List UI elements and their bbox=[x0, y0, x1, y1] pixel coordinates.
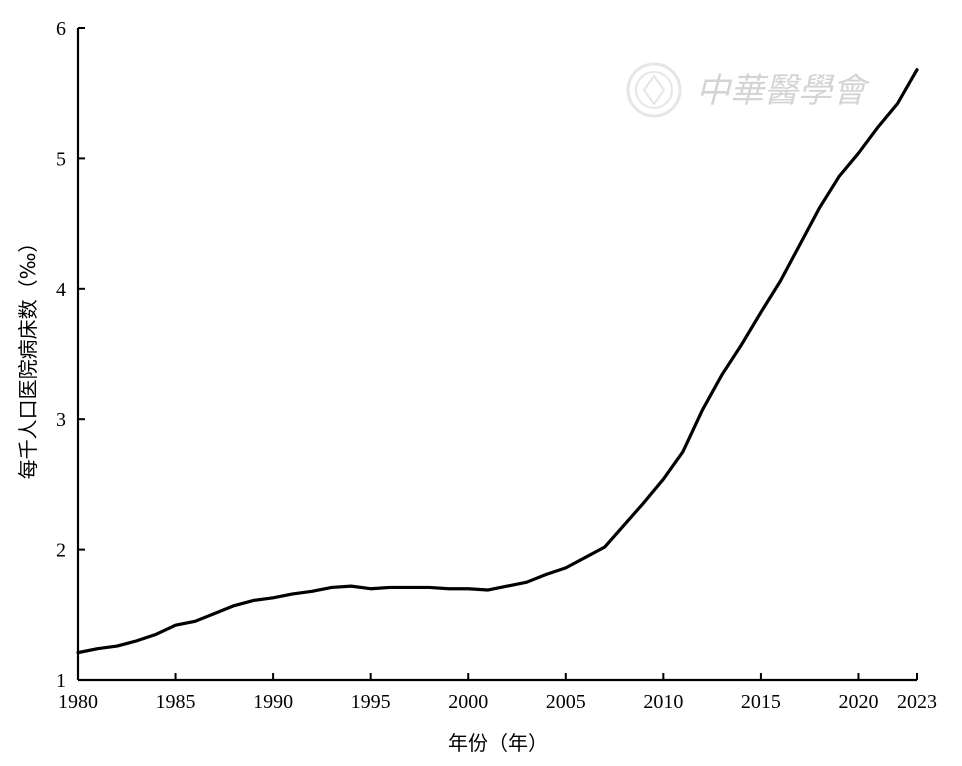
x-tick-label: 2023 bbox=[897, 691, 937, 713]
data-point bbox=[232, 604, 236, 608]
data-points bbox=[76, 68, 919, 655]
data-point bbox=[408, 586, 412, 589]
y-tick-label: 3 bbox=[56, 409, 66, 431]
data-point bbox=[779, 279, 782, 283]
x-tick-label: 2020 bbox=[838, 691, 878, 713]
x-tick-label: 1980 bbox=[58, 691, 98, 713]
x-tick-label: 1985 bbox=[156, 691, 196, 713]
data-point bbox=[544, 572, 548, 576]
data-point bbox=[622, 523, 626, 527]
series-line bbox=[76, 68, 919, 655]
data-point bbox=[310, 589, 314, 593]
data-point bbox=[193, 619, 197, 623]
data-point bbox=[349, 584, 353, 588]
tick-group: 1980 1985 1990 1995 2000 2005 2010 2015 2020 2023… bbox=[56, 18, 937, 713]
data-point bbox=[330, 586, 334, 589]
data-point bbox=[96, 647, 99, 651]
data-point bbox=[759, 310, 763, 314]
x-tick-label: 1990 bbox=[253, 691, 293, 713]
data-point bbox=[564, 566, 568, 570]
data-point bbox=[818, 206, 821, 210]
data-point bbox=[642, 501, 646, 505]
data-point bbox=[447, 587, 451, 591]
data-point bbox=[798, 243, 802, 246]
data-point bbox=[252, 599, 256, 602]
data-point bbox=[369, 587, 373, 591]
y-tick-label: 2 bbox=[56, 540, 66, 562]
x-tick-label: 2005 bbox=[546, 691, 586, 713]
data-point bbox=[700, 408, 704, 412]
x-tick-label: 1995 bbox=[351, 691, 391, 713]
data-point bbox=[603, 545, 607, 549]
seal-logo-icon bbox=[626, 62, 682, 118]
data-point bbox=[486, 588, 490, 592]
data-point bbox=[135, 639, 138, 643]
x-tick-label: 2015 bbox=[741, 691, 781, 713]
data-point bbox=[739, 343, 743, 347]
data-point bbox=[115, 644, 119, 648]
data-point bbox=[388, 586, 392, 589]
data-point bbox=[174, 623, 177, 627]
data-point bbox=[505, 584, 509, 588]
data-point bbox=[681, 450, 685, 454]
data-point bbox=[291, 592, 295, 596]
x-tick-label: 2000 bbox=[448, 691, 488, 713]
data-point bbox=[525, 580, 529, 584]
data-point bbox=[154, 632, 158, 636]
watermark-text: 中華醫學會 bbox=[696, 71, 871, 111]
data-point bbox=[427, 586, 431, 589]
y-tick-label: 6 bbox=[56, 18, 66, 40]
y-tick-label: 1 bbox=[56, 670, 66, 692]
data-point bbox=[271, 596, 275, 600]
data-point bbox=[896, 102, 899, 106]
data-point bbox=[583, 556, 587, 559]
y-tick-label: 5 bbox=[56, 148, 66, 170]
data-point bbox=[720, 373, 724, 377]
data-point bbox=[837, 175, 841, 179]
x-tick-label: 2010 bbox=[643, 691, 683, 713]
data-point bbox=[857, 151, 860, 155]
data-point bbox=[915, 68, 919, 72]
data-point bbox=[876, 125, 880, 129]
watermark: 中華醫學會 bbox=[626, 62, 871, 118]
y-axis-title: 每千人口医院病床数（‰） bbox=[16, 233, 40, 480]
data-point bbox=[661, 477, 665, 481]
data-point bbox=[213, 612, 216, 615]
x-axis-title: 年份（年） bbox=[448, 731, 548, 755]
data-point bbox=[466, 587, 470, 591]
axes bbox=[76, 28, 917, 682]
y-tick-label: 4 bbox=[56, 279, 66, 301]
data-point bbox=[76, 651, 80, 655]
